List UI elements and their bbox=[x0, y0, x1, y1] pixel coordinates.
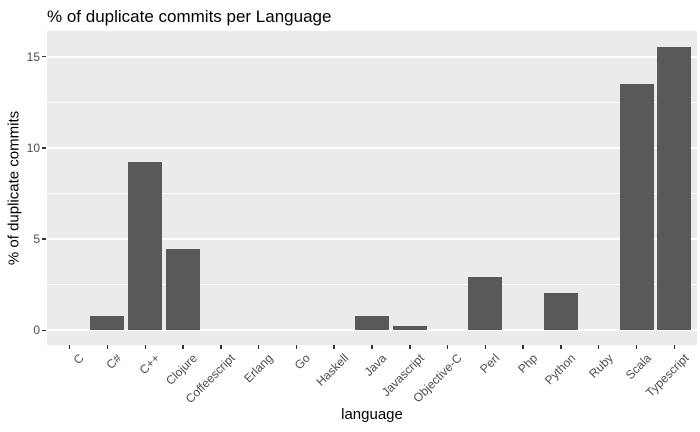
plot-panel bbox=[47, 31, 697, 345]
x-tick-mark bbox=[635, 345, 638, 349]
x-tick-mark bbox=[295, 345, 298, 349]
x-axis-title: language bbox=[341, 406, 403, 423]
x-tick-mark bbox=[484, 345, 487, 349]
y-tick-label: 5 bbox=[33, 232, 40, 247]
bar-c- bbox=[128, 162, 163, 331]
bar-scala bbox=[619, 83, 654, 331]
x-tick-mark bbox=[446, 345, 449, 349]
y-tick-mark bbox=[42, 238, 46, 240]
x-tick-mark bbox=[257, 345, 260, 349]
gridline-minor bbox=[47, 284, 697, 286]
bar-clojure bbox=[166, 249, 201, 331]
x-tick-label: Scala bbox=[622, 351, 654, 383]
x-tick-label: Clojure bbox=[163, 351, 200, 388]
gridline-minor bbox=[47, 192, 697, 194]
gridline-major bbox=[47, 55, 697, 58]
x-tick-mark bbox=[220, 345, 222, 349]
x-tick-mark bbox=[182, 345, 184, 349]
y-tick-label: 0 bbox=[33, 323, 40, 338]
x-tick-mark bbox=[522, 345, 524, 349]
x-tick-label: Erlang bbox=[241, 351, 276, 386]
y-tick-mark bbox=[42, 55, 46, 58]
y-tick-mark bbox=[42, 147, 46, 149]
y-tick-mark bbox=[42, 329, 46, 332]
x-tick-mark bbox=[333, 345, 335, 349]
x-tick-label: Ruby bbox=[585, 351, 616, 381]
x-tick-label: Go bbox=[292, 351, 314, 373]
gridline-major bbox=[47, 146, 697, 149]
x-tick-label: Perl bbox=[477, 351, 503, 376]
bar-typescript bbox=[657, 47, 692, 331]
gridline-major bbox=[47, 329, 697, 332]
x-tick-mark bbox=[409, 345, 411, 349]
gridline-minor bbox=[47, 101, 697, 103]
x-tick-label: Python bbox=[541, 351, 578, 388]
x-tick-label: C# bbox=[103, 351, 125, 372]
bar-perl bbox=[468, 277, 503, 331]
y-tick-label: 10 bbox=[26, 140, 40, 155]
x-tick-mark bbox=[68, 345, 71, 349]
x-tick-mark bbox=[560, 345, 562, 349]
chart-title: % of duplicate commits per Language bbox=[47, 7, 332, 26]
x-tick-mark bbox=[106, 345, 109, 349]
y-tick-label: 15 bbox=[26, 49, 40, 64]
bar-c- bbox=[90, 315, 125, 331]
x-tick-label: Java bbox=[361, 351, 389, 379]
x-tick-label: C bbox=[70, 351, 87, 368]
gridline-major bbox=[47, 238, 697, 241]
bar-javascript bbox=[392, 325, 427, 331]
x-tick-mark bbox=[673, 345, 676, 349]
x-tick-label: C++ bbox=[136, 351, 163, 377]
x-tick-mark bbox=[371, 345, 373, 349]
x-tick-mark bbox=[144, 345, 146, 349]
x-tick-mark bbox=[597, 345, 600, 349]
x-tick-label: Haskell bbox=[313, 351, 352, 389]
x-tick-label: Php bbox=[515, 351, 541, 377]
bar-java bbox=[354, 315, 389, 331]
bar-python bbox=[543, 292, 578, 331]
